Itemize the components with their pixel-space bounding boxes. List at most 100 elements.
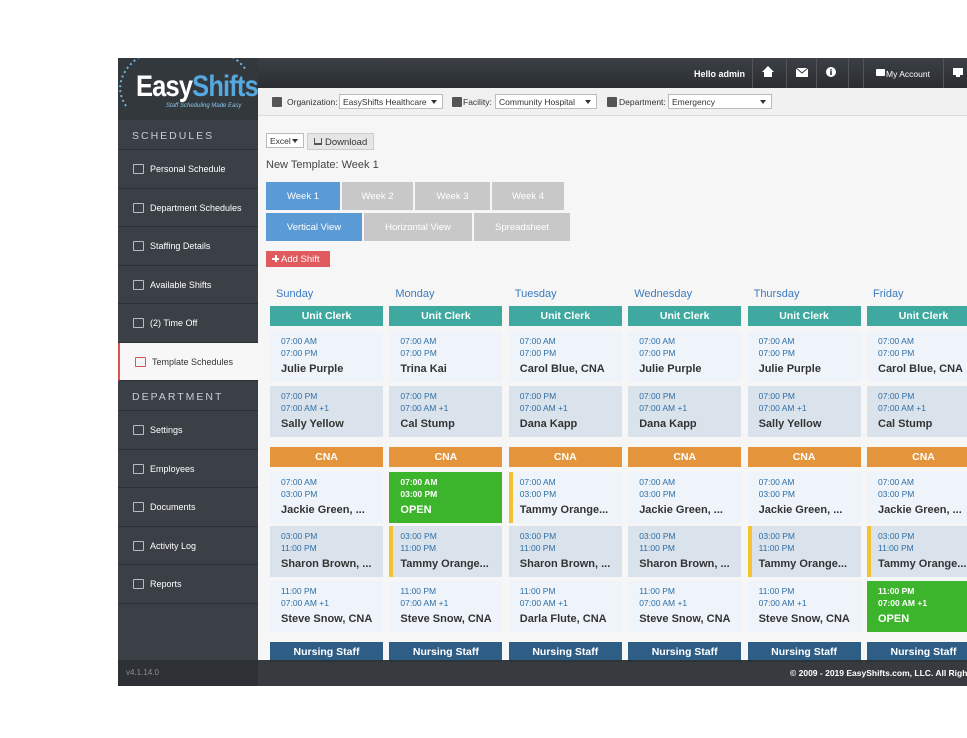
shift-cell[interactable]: 07:00 PM 07:00 AM +1 Cal Stump bbox=[389, 385, 503, 437]
shift-name: Julie Purple bbox=[281, 363, 344, 375]
menu-item[interactable]: Department Schedules bbox=[118, 189, 258, 227]
shift-cell[interactable]: 07:00 PM 07:00 AM +1 Dana Kapp bbox=[628, 385, 742, 437]
my-account[interactable]: My Account bbox=[886, 69, 930, 79]
add-shift-button[interactable]: Add Shift bbox=[266, 251, 330, 267]
menu-item[interactable]: Staffing Details bbox=[118, 227, 258, 266]
mail-icon[interactable] bbox=[796, 68, 808, 77]
shift-start: 07:00 PM bbox=[878, 390, 915, 401]
shift-cell[interactable]: 07:00 AM 03:00 PM OPEN bbox=[389, 471, 503, 523]
filter-select[interactable]: Community Hospital bbox=[495, 94, 597, 109]
shift-end: 11:00 PM bbox=[519, 543, 556, 553]
shift-cell[interactable]: 07:00 PM 07:00 AM +1 Cal Stump bbox=[867, 385, 967, 437]
menu-label: Reports bbox=[150, 579, 182, 589]
shift-start: 03:00 PM bbox=[400, 531, 437, 541]
filter-select[interactable]: Emergency bbox=[668, 94, 772, 109]
menu-label: Settings bbox=[150, 425, 183, 435]
shift-cell[interactable]: 07:00 AM 03:00 PM Jackie Green, ... bbox=[628, 471, 742, 523]
shift-cell[interactable]: 11:00 PM 07:00 AM +1 Steve Snow, CNA bbox=[628, 580, 742, 632]
menu-item[interactable]: Employees bbox=[118, 450, 258, 488]
shift-cell[interactable]: 11:00 PM 07:00 AM +1 Steve Snow, CNA bbox=[747, 580, 861, 632]
shift-cell[interactable]: 03:00 PM 11:00 PM Sharon Brown, ... bbox=[508, 526, 622, 577]
shift-cell[interactable]: 07:00 PM 07:00 AM +1 Dana Kapp bbox=[508, 385, 622, 437]
menu-icon bbox=[133, 540, 144, 551]
shift-cell[interactable]: 07:00 AM 07:00 PM Julie Purple bbox=[270, 331, 383, 382]
menu-icon bbox=[133, 425, 144, 435]
shift-start: 07:00 AM bbox=[400, 476, 438, 487]
day-label: Sunday bbox=[276, 288, 314, 300]
divider bbox=[863, 58, 864, 88]
menu-item[interactable]: Settings bbox=[118, 411, 258, 450]
download-button[interactable]: Download bbox=[307, 133, 374, 150]
divider bbox=[786, 58, 787, 88]
shift-start: 07:00 AM bbox=[519, 336, 556, 346]
shift-cell[interactable]: 07:00 AM 03:00 PM Jackie Green, ... bbox=[867, 471, 967, 523]
shift-cell[interactable]: 11:00 PM 07:00 AM +1 Steve Snow, CNA bbox=[389, 580, 503, 632]
shift-cell[interactable]: 07:00 PM 07:00 AM +1 Sally Yellow bbox=[270, 385, 383, 437]
shift-name: Tammy Orange... bbox=[878, 558, 967, 570]
shift-cell[interactable]: 07:00 AM 03:00 PM Tammy Orange... bbox=[508, 471, 622, 523]
shift-cell[interactable]: 07:00 AM 03:00 PM Jackie Green, ... bbox=[747, 471, 861, 523]
filter-label: Facility: bbox=[463, 97, 492, 107]
format-select[interactable]: Excel bbox=[266, 133, 304, 148]
shift-cell[interactable]: 03:00 PM 11:00 PM Tammy Orange... bbox=[867, 526, 967, 577]
shift-cell[interactable]: 07:00 AM 07:00 PM Carol Blue, CNA bbox=[508, 331, 622, 382]
shift-end: 07:00 PM bbox=[639, 348, 676, 358]
home-icon[interactable] bbox=[762, 66, 774, 77]
group-header: CNA bbox=[867, 446, 967, 467]
shift-end: 07:00 AM +1 bbox=[878, 402, 926, 413]
divider bbox=[752, 58, 753, 88]
tab[interactable]: Vertical View bbox=[266, 213, 362, 241]
group-header: CNA bbox=[508, 446, 622, 467]
shift-end: 11:00 PM bbox=[758, 543, 795, 553]
shift-cell[interactable]: 03:00 PM 11:00 PM Tammy Orange... bbox=[389, 526, 503, 577]
shift-cell[interactable]: 03:00 PM 11:00 PM Tammy Orange... bbox=[747, 526, 861, 577]
shift-name: Sharon Brown, ... bbox=[639, 558, 730, 570]
shift-end: 03:00 PM bbox=[758, 488, 795, 499]
section-title: SCHEDULES bbox=[118, 120, 258, 150]
monitor-icon[interactable] bbox=[953, 68, 963, 77]
shift-cell[interactable]: 11:00 PM 07:00 AM +1 Steve Snow, CNA bbox=[270, 580, 383, 632]
tab[interactable]: Week 3 bbox=[415, 182, 490, 210]
shift-start: 03:00 PM bbox=[519, 531, 557, 541]
group-header: Unit Clerk bbox=[747, 306, 861, 326]
shift-start: 11:00 PM bbox=[281, 585, 317, 596]
menu-item[interactable]: Personal Schedule bbox=[118, 150, 258, 189]
menu-item[interactable]: Available Shifts bbox=[118, 266, 258, 304]
menu-item[interactable]: Template Schedules bbox=[118, 342, 258, 381]
menu-item[interactable]: Reports bbox=[118, 565, 258, 604]
shift-cell[interactable]: 11:00 PM 07:00 AM +1 OPEN bbox=[867, 580, 967, 632]
shift-cell[interactable]: 03:00 PM 11:00 PM Sharon Brown, ... bbox=[628, 526, 742, 577]
tab[interactable]: Week 4 bbox=[492, 182, 564, 210]
menu-item[interactable]: Documents bbox=[118, 488, 258, 527]
shift-start: 07:00 PM bbox=[281, 390, 318, 401]
shift-cell[interactable]: 07:00 AM 07:00 PM Julie Purple bbox=[628, 331, 742, 382]
logo[interactable]: EasyShifts bbox=[136, 70, 259, 104]
shift-name: Steve Snow, CNA bbox=[400, 612, 492, 625]
filter-select[interactable]: EasyShifts Healthcare bbox=[339, 94, 443, 109]
shift-cell[interactable]: 07:00 AM 03:00 PM Jackie Green, ... bbox=[270, 471, 383, 523]
shift-name: Carol Blue, CNA bbox=[519, 363, 605, 375]
menu-item[interactable]: Activity Log bbox=[118, 527, 258, 565]
filter-icon bbox=[272, 97, 282, 107]
info-icon[interactable] bbox=[826, 67, 836, 77]
copyright: © 2009 - 2019 EasyShifts.com, LLC. All R… bbox=[790, 668, 967, 678]
tab[interactable]: Spreadsheet bbox=[474, 213, 570, 241]
tab[interactable]: Horizontal View bbox=[364, 213, 472, 241]
shift-name: Tammy Orange... bbox=[400, 558, 489, 570]
shift-cell[interactable]: 07:00 AM 07:00 PM Carol Blue, CNA bbox=[867, 331, 967, 382]
shift-cell[interactable]: 03:00 PM 11:00 PM Sharon Brown, ... bbox=[270, 526, 383, 577]
shift-cell[interactable]: 11:00 PM 07:00 AM +1 Darla Flute, CNA bbox=[508, 580, 622, 632]
shift-cell[interactable]: 07:00 PM 07:00 AM +1 Sally Yellow bbox=[747, 385, 861, 437]
menu-item[interactable]: (2) Time Off bbox=[118, 304, 258, 343]
shift-cell[interactable]: 07:00 AM 07:00 PM Trina Kai bbox=[389, 331, 503, 382]
shift-name: Cal Stump bbox=[878, 417, 933, 430]
shift-cell[interactable]: 07:00 AM 07:00 PM Julie Purple bbox=[747, 331, 861, 382]
shift-name: Steve Snow, CNA bbox=[758, 612, 850, 625]
shift-end: 07:00 PM bbox=[400, 348, 437, 358]
shift-name: Tammy Orange... bbox=[519, 503, 609, 516]
tab[interactable]: Week 1 bbox=[266, 182, 340, 210]
shift-start: 03:00 PM bbox=[281, 531, 318, 541]
tab[interactable]: Week 2 bbox=[342, 182, 413, 210]
tagline: Staff Scheduling Made Easy bbox=[166, 103, 242, 109]
